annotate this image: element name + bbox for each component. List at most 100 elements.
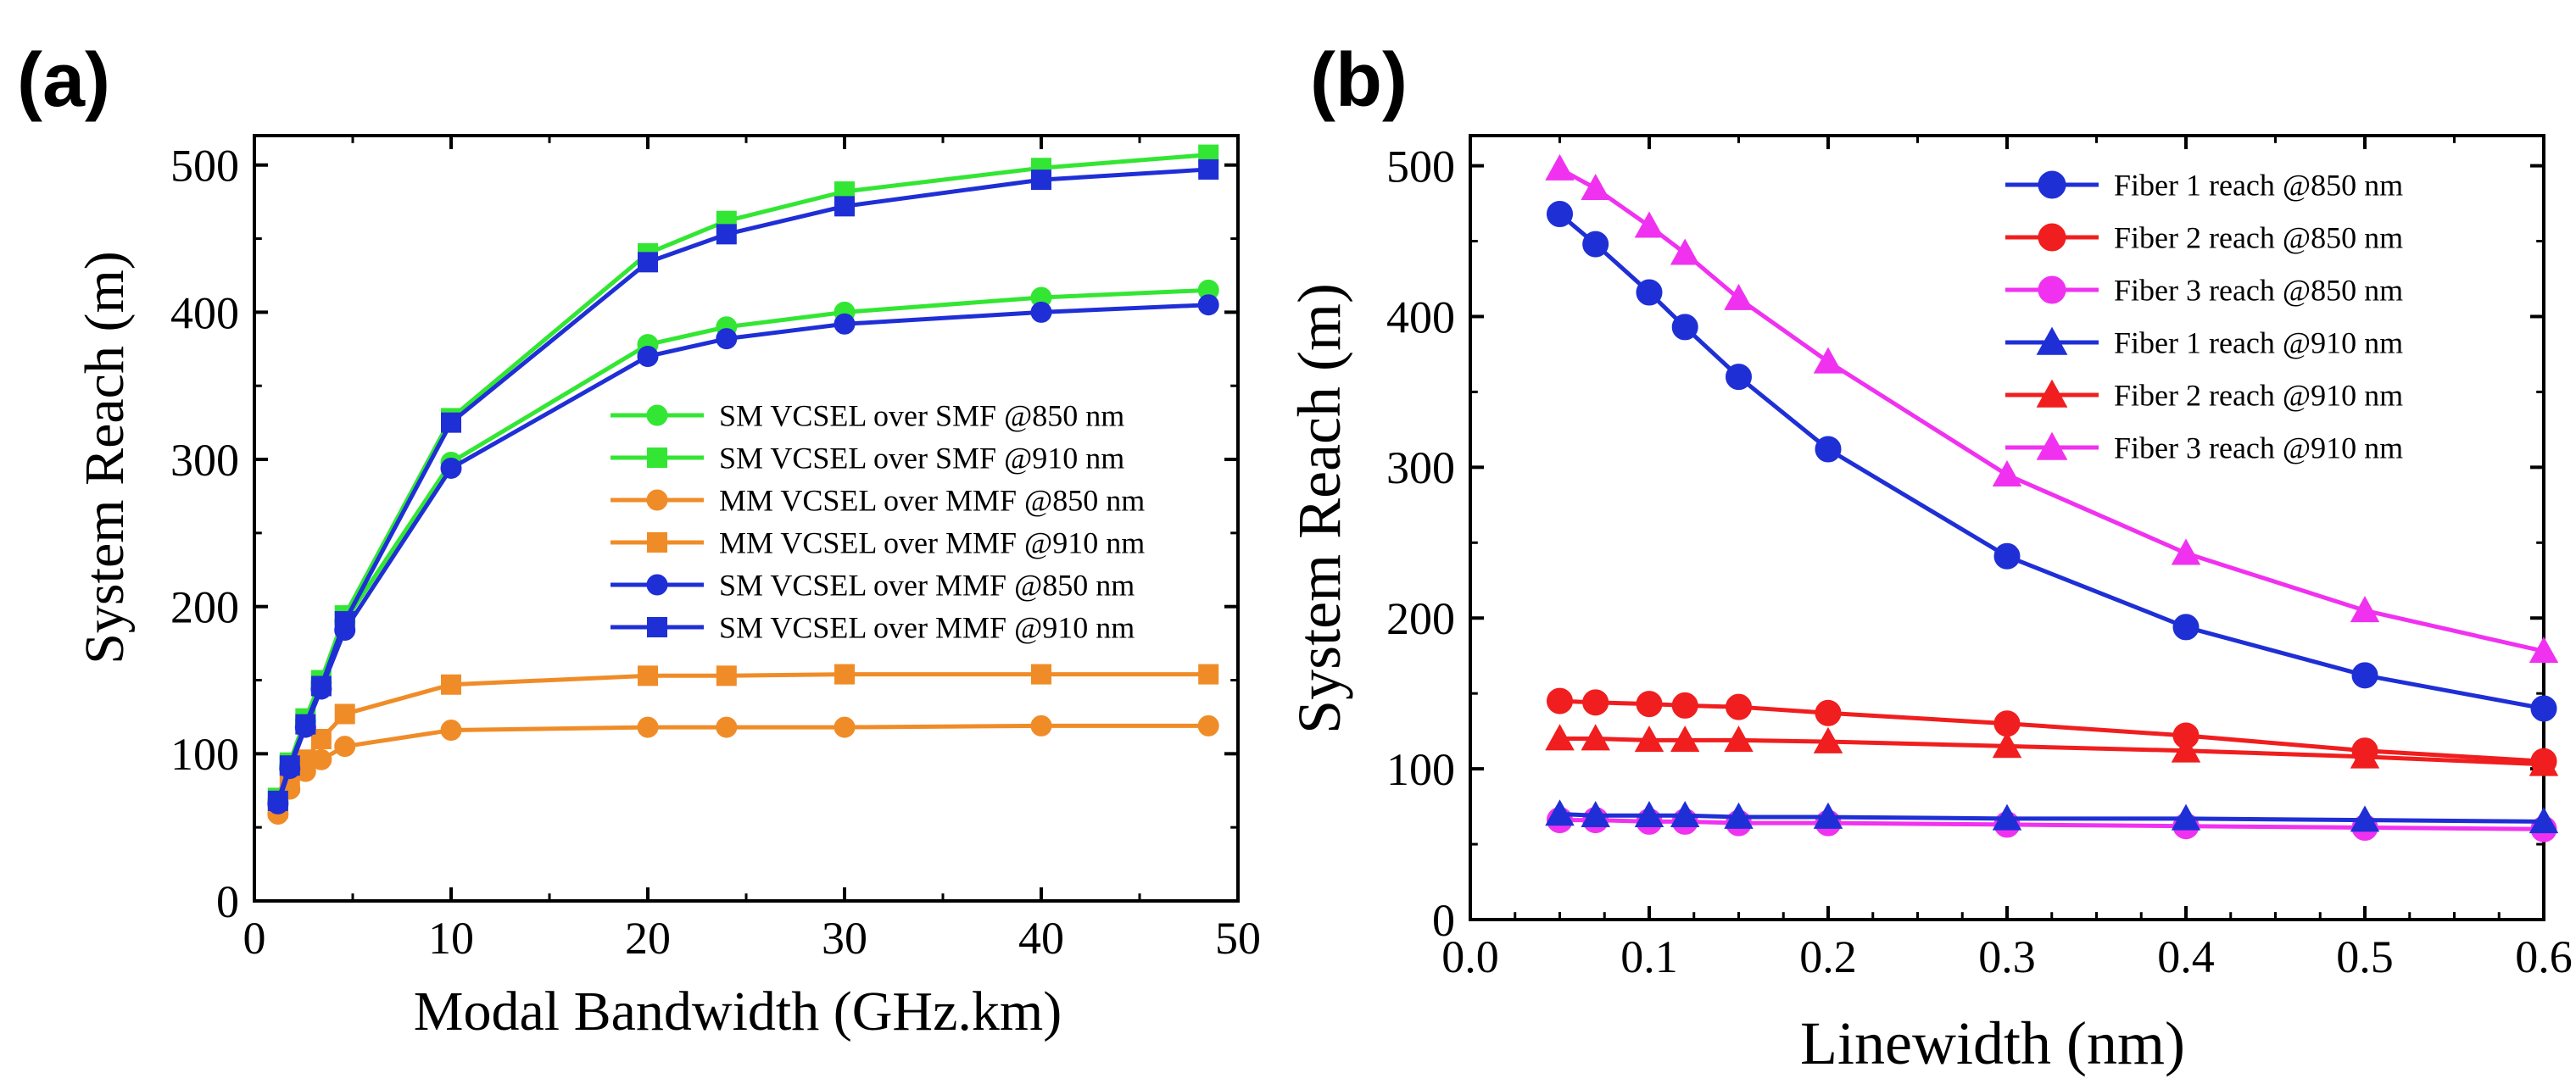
x-tick-label: 0.6 xyxy=(2515,931,2573,982)
data-point xyxy=(637,716,659,738)
legend-entry: SM VCSEL over SMF @850 nm xyxy=(719,399,1124,433)
data-point xyxy=(295,714,316,735)
y-tick-label: 300 xyxy=(1386,442,1455,493)
data-point xyxy=(334,703,355,725)
data-point xyxy=(1726,364,1752,391)
series-1 xyxy=(1547,201,2557,722)
data-point xyxy=(1197,714,1219,737)
data-point xyxy=(638,665,658,687)
data-point xyxy=(716,716,738,738)
data-point xyxy=(1634,725,1664,753)
series-line xyxy=(1559,811,2545,824)
legend-entry: MM VCSEL over MMF @850 nm xyxy=(719,484,1145,518)
x-tick-label: 0.1 xyxy=(1620,931,1678,982)
series-line xyxy=(1558,212,2545,711)
panel-a-xlabel: Modal Bandwidth (GHz.km) xyxy=(414,981,1062,1042)
data-point xyxy=(1547,687,1573,714)
data-point xyxy=(834,664,855,685)
legend-entry: Fiber 3 reach @910 nm xyxy=(2114,431,2403,465)
legend-marker xyxy=(647,447,667,468)
data-point xyxy=(2172,614,2200,641)
data-point xyxy=(1992,803,2022,831)
data-point xyxy=(1547,201,1573,227)
data-point xyxy=(1031,664,1051,685)
y-tick-label: 200 xyxy=(1386,593,1455,644)
series-5 xyxy=(1545,724,2559,776)
data-point xyxy=(1634,801,1664,828)
series-line xyxy=(1559,698,2545,764)
data-point xyxy=(1724,802,1754,829)
data-point xyxy=(2351,662,2378,689)
data-point xyxy=(1813,802,1843,829)
data-point xyxy=(2350,742,2380,769)
data-point xyxy=(1992,731,2022,759)
chart-b: 0.0 0.1 0.2 0.3 0.4 0.5 0.6 0 100 200 300 400 500 Fib… xyxy=(1386,134,2573,982)
panel-a-label: (a) xyxy=(17,38,110,123)
data-point xyxy=(1198,664,1219,685)
data-point xyxy=(441,674,461,695)
legend-entry: Fiber 2 reach @910 nm xyxy=(2114,379,2403,413)
data-point xyxy=(2171,736,2201,763)
data-point xyxy=(1670,725,1700,753)
panel-a-ylabel: System Reach (m) xyxy=(74,251,136,664)
series-line xyxy=(1559,818,2545,831)
panel-b-ylabel: System Reach (m) xyxy=(1285,283,1353,734)
data-point xyxy=(1030,714,1052,737)
legend-entry: Fiber 1 reach @850 nm xyxy=(2114,169,2403,203)
x-tick-label: 0 xyxy=(243,913,266,964)
data-point xyxy=(1545,724,1575,751)
legend: SM VCSEL over SMF @850 nm SM VCSEL over S… xyxy=(611,399,1145,645)
data-point xyxy=(1545,799,1575,826)
legend-marker xyxy=(646,404,668,426)
x-tick-label: 40 xyxy=(1018,913,1064,964)
x-tick-label: 0.4 xyxy=(2157,931,2215,982)
series-3 xyxy=(267,714,1219,826)
y-tick-label: 400 xyxy=(170,287,239,338)
y-tick-label: 400 xyxy=(1386,292,1455,342)
data-point xyxy=(440,457,462,479)
data-point xyxy=(279,755,300,776)
x-tick-label: 0.0 xyxy=(1441,931,1499,982)
x-tick-label: 0.3 xyxy=(1978,931,2036,982)
data-point xyxy=(1582,689,1609,716)
data-point xyxy=(1031,170,1051,191)
data-point xyxy=(1813,726,1843,753)
data-point xyxy=(1030,301,1052,323)
data-point xyxy=(1636,279,1663,306)
data-point xyxy=(2350,805,2380,832)
legend-entry: SM VCSEL over MMF @910 nm xyxy=(719,611,1135,645)
data-point xyxy=(1545,153,1575,181)
legend-marker xyxy=(2036,431,2068,460)
data-point xyxy=(1815,436,1842,463)
data-point xyxy=(267,790,288,811)
y-tick-label: 0 xyxy=(1432,895,1455,946)
data-point xyxy=(1993,542,2021,570)
data-point xyxy=(1670,801,1700,828)
x-tick-label: 0.2 xyxy=(1799,931,1857,982)
data-point xyxy=(1813,347,1843,374)
data-point xyxy=(637,345,659,367)
data-point xyxy=(1582,231,1609,258)
legend-marker xyxy=(2036,379,2068,408)
data-point xyxy=(441,412,461,433)
data-point xyxy=(1198,158,1219,180)
series-6 xyxy=(1545,153,2559,664)
data-point xyxy=(1634,211,1664,238)
panel-b-xlabel: Linewidth (nm) xyxy=(1800,1009,2185,1077)
panel-b-label: (b) xyxy=(1310,38,1408,123)
series-line xyxy=(1559,737,2545,767)
legend-marker xyxy=(2036,326,2068,355)
y-tick-label: 100 xyxy=(170,729,239,780)
x-tick-label: 50 xyxy=(1215,913,1261,964)
legend-entry: SM VCSEL over SMF @910 nm xyxy=(719,442,1124,475)
legend-marker xyxy=(647,617,667,637)
data-point xyxy=(834,716,856,738)
legend-marker xyxy=(646,574,668,596)
data-point xyxy=(716,224,737,245)
y-tick-label: 100 xyxy=(1386,744,1455,795)
legend-marker xyxy=(2038,275,2066,304)
y-tick-label: 0 xyxy=(216,876,239,927)
